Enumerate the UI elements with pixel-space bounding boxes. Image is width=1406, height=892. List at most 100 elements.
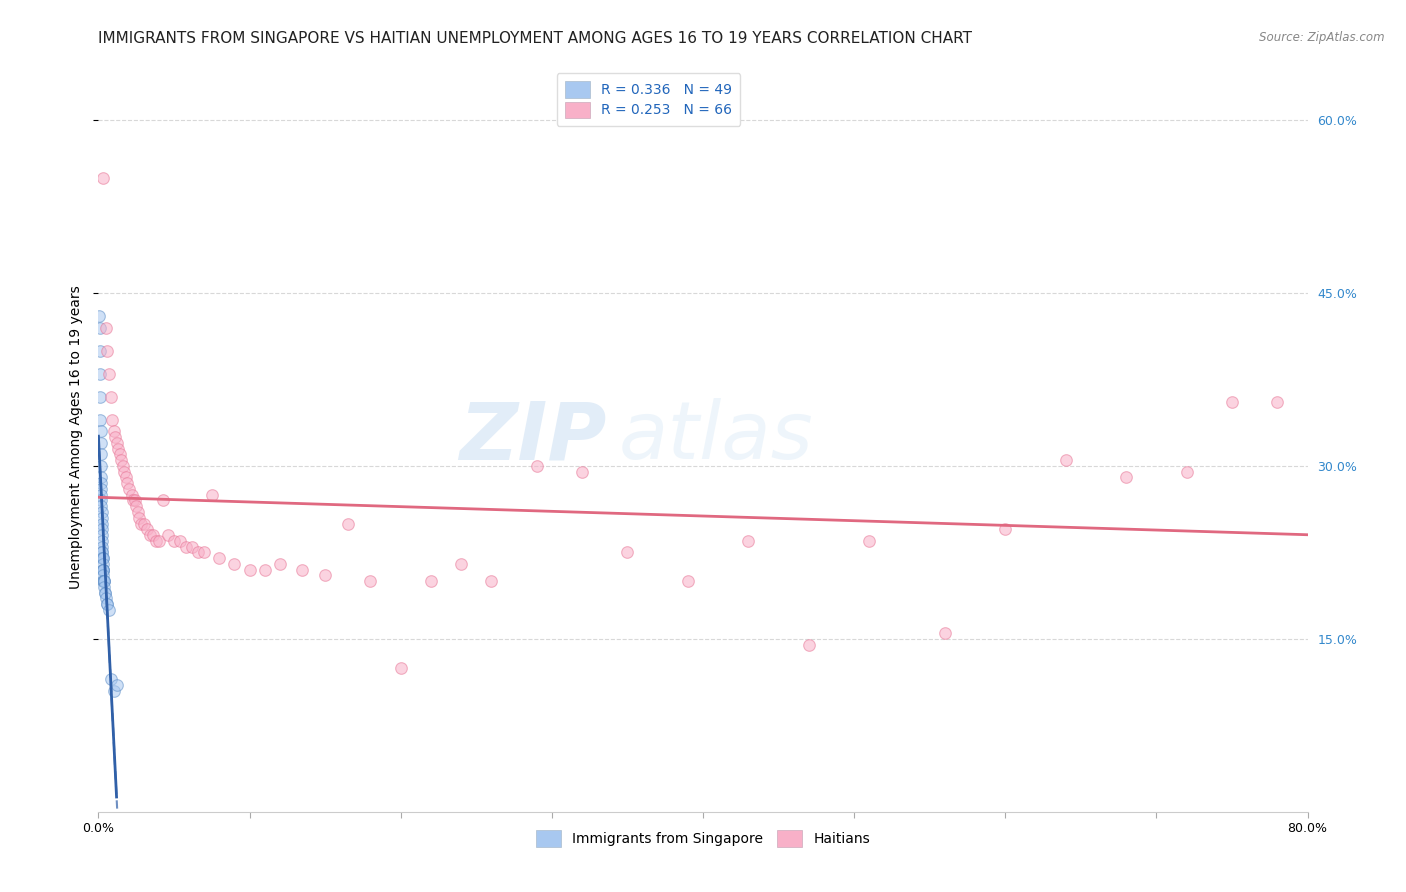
Point xyxy=(91,563,114,577)
Y-axis label: Unemployment Among Ages 16 to 19 years: Unemployment Among Ages 16 to 19 years xyxy=(69,285,83,589)
Point xyxy=(90,482,112,496)
Point xyxy=(163,533,186,548)
Point xyxy=(420,574,443,589)
Point xyxy=(90,522,112,536)
Point xyxy=(91,563,114,577)
Point xyxy=(122,493,145,508)
Text: Source: ZipAtlas.com: Source: ZipAtlas.com xyxy=(1260,31,1385,45)
Point xyxy=(91,563,114,577)
Point xyxy=(132,516,155,531)
Point xyxy=(481,574,503,589)
Point xyxy=(104,430,127,444)
Point xyxy=(91,574,114,589)
Point xyxy=(105,678,128,692)
Point xyxy=(169,533,191,548)
Point xyxy=(526,458,548,473)
Point xyxy=(91,545,114,559)
Point xyxy=(145,533,167,548)
Text: ZIP: ZIP xyxy=(458,398,606,476)
Point xyxy=(737,533,759,548)
Point xyxy=(96,597,118,611)
Point xyxy=(89,413,111,427)
Point xyxy=(114,470,136,484)
Point xyxy=(91,568,114,582)
Point xyxy=(111,458,134,473)
Point xyxy=(193,545,215,559)
Point xyxy=(90,470,112,484)
Point xyxy=(360,574,382,589)
Point xyxy=(91,545,114,559)
Point xyxy=(89,320,111,334)
Point xyxy=(93,574,115,589)
Point xyxy=(89,343,111,358)
Point xyxy=(90,458,112,473)
Point xyxy=(94,585,117,599)
Point xyxy=(129,516,152,531)
Point xyxy=(93,574,115,589)
Point xyxy=(90,505,112,519)
Point xyxy=(93,574,115,589)
Point xyxy=(91,528,114,542)
Point xyxy=(389,660,412,674)
Point xyxy=(105,435,128,450)
Point xyxy=(90,488,112,502)
Point xyxy=(103,425,125,439)
Point xyxy=(91,551,114,566)
Point xyxy=(118,482,141,496)
Point xyxy=(90,476,112,491)
Point xyxy=(90,493,112,508)
Point xyxy=(201,488,224,502)
Point xyxy=(450,557,472,571)
Point xyxy=(1220,395,1243,409)
Point xyxy=(89,309,111,323)
Point xyxy=(239,563,262,577)
Point xyxy=(98,603,121,617)
Point xyxy=(91,540,114,554)
Legend: Immigrants from Singapore, Haitians: Immigrants from Singapore, Haitians xyxy=(529,823,877,854)
Point xyxy=(291,563,314,577)
Point xyxy=(174,540,197,554)
Point xyxy=(797,638,820,652)
Point xyxy=(858,533,880,548)
Point xyxy=(181,540,204,554)
Point xyxy=(91,533,114,548)
Point xyxy=(616,545,638,559)
Point xyxy=(676,574,699,589)
Point xyxy=(100,390,122,404)
Point xyxy=(100,672,122,686)
Point xyxy=(94,585,117,599)
Point xyxy=(110,453,132,467)
Point xyxy=(224,557,246,571)
Point xyxy=(93,574,115,589)
Point xyxy=(90,435,112,450)
Point xyxy=(115,476,138,491)
Point xyxy=(98,367,121,381)
Point xyxy=(96,343,118,358)
Point xyxy=(152,493,174,508)
Point xyxy=(94,320,117,334)
Point xyxy=(96,597,118,611)
Point xyxy=(90,425,112,439)
Point xyxy=(94,591,117,606)
Point xyxy=(90,510,112,524)
Point xyxy=(139,528,162,542)
Point xyxy=(314,568,336,582)
Point xyxy=(148,533,170,548)
Point xyxy=(135,522,157,536)
Point xyxy=(253,563,276,577)
Point xyxy=(934,626,956,640)
Point xyxy=(128,510,150,524)
Point xyxy=(127,505,149,519)
Point xyxy=(1175,465,1198,479)
Text: IMMIGRANTS FROM SINGAPORE VS HAITIAN UNEMPLOYMENT AMONG AGES 16 TO 19 YEARS CORR: IMMIGRANTS FROM SINGAPORE VS HAITIAN UNE… xyxy=(98,31,973,46)
Point xyxy=(112,465,135,479)
Point xyxy=(208,551,231,566)
Point xyxy=(269,557,291,571)
Point xyxy=(336,516,359,531)
Point xyxy=(142,528,165,542)
Point xyxy=(90,500,112,514)
Point xyxy=(91,551,114,566)
Point xyxy=(571,465,593,479)
Point xyxy=(90,516,112,531)
Point xyxy=(108,447,131,461)
